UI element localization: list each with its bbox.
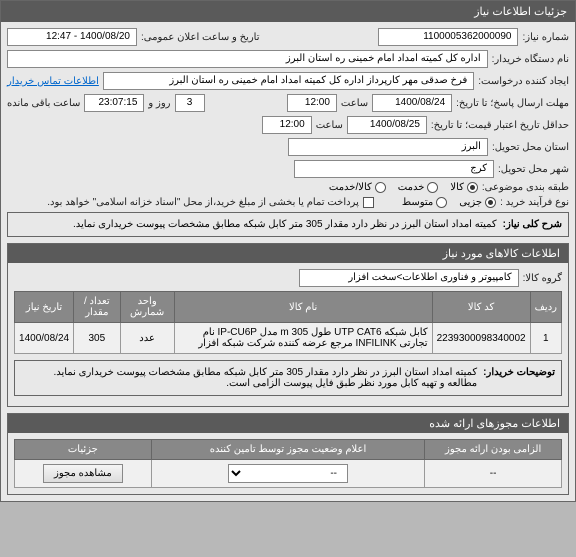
cell-code: 2239300098340002 [432,323,530,354]
radio-kala[interactable]: کالا [450,182,478,193]
items-header: اطلاعات کالاهای مورد نیاز [8,244,568,263]
th-status: اعلام وضعیت مجوز توسط تامین کننده [151,440,425,460]
radio-icon [375,182,386,193]
min-expire-time-field: 12:00 [262,116,312,134]
subject-radio-group: کالا خدمت کالا/خدمت [329,182,478,193]
permits-header: اطلاعات مجوزهای ارائه شده [8,414,568,433]
buyer-label: نام دستگاه خریدار: [492,54,569,65]
view-permit-button[interactable]: مشاهده مجوز [43,464,123,483]
cell-name: کابل شبکه UTP CAT6 طول m 305 مدل IP-CU6P… [174,323,432,354]
radio-service-label: خدمت [398,182,425,193]
remain-label: ساعت باقی مانده [7,98,80,109]
radio-kala-label: کالا [450,182,464,193]
remain-field: 23:07:15 [84,94,144,112]
cell-detail: مشاهده مجوز [15,460,152,488]
radio-icon [427,182,438,193]
subject-group-label: طبقه بندی موضوعی: [482,182,569,193]
need-number-field: 1100005362000090 [378,28,518,46]
min-expire-label: حداقل تاریخ اعتبار قیمت؛ تا تاریخ: [431,120,569,131]
permits-table: الزامی بودن ارائه مجوز اعلام وضعیت مجوز … [14,439,562,488]
permit-row: -- -- مشاهده مجوز [15,460,562,488]
main-panel: جزئیات اطلاعات نیاز شماره نیاز: 11000053… [0,0,576,502]
desc-label: شرح کلی نیاز: [503,219,562,230]
panel-title: جزئیات اطلاعات نیاز [474,6,567,18]
th-detail: جزئیات [15,440,152,460]
th-mandatory: الزامی بودن ارائه مجوز [425,440,562,460]
items-table: ردیف کد کالا نام کالا واحد شمارش تعداد /… [14,291,562,354]
buyer-note-text: کمیته امداد استان البرز در نظر دارد مقدا… [21,367,477,389]
min-expire-time-label: ساعت [316,120,343,131]
panel-content: شماره نیاز: 1100005362000090 تاریخ و ساع… [1,22,575,501]
radio-process1[interactable]: جزیی [459,197,496,208]
days-label: روز و [148,98,170,109]
cell-unit: عدد [120,323,174,354]
radio-both[interactable]: کالا/خدمت [329,182,386,193]
radio-process2-label: متوسط [402,197,433,208]
desc-text: کمیته امداد استان البرز در نظر دارد مقدا… [73,219,497,230]
radio-process1-label: جزیی [459,197,482,208]
radio-process2[interactable]: متوسط [402,197,447,208]
treasury-checkbox[interactable] [363,197,374,208]
cell-status: -- [151,460,425,488]
announce-label: تاریخ و ساعت اعلان عمومی: [141,32,260,43]
table-row: 1 2239300098340002 کابل شبکه UTP CAT6 طو… [15,323,562,354]
th-name: نام کالا [174,292,432,323]
th-date: تاریخ نیاز [15,292,74,323]
th-unit: واحد شمارش [120,292,174,323]
permits-section: اطلاعات مجوزهای ارائه شده الزامی بودن ار… [7,413,569,495]
deadline-time-label: ساعت [341,98,368,109]
th-code: کد کالا [432,292,530,323]
deadline-time-field: 12:00 [287,94,337,112]
deadline-date-field: 1400/08/24 [372,94,452,112]
group-label: گروه کالا: [523,273,562,284]
th-row: ردیف [530,292,561,323]
need-number-label: شماره نیاز: [522,32,569,43]
city-field: کرج [294,160,494,178]
buyer-field: اداره کل کمیته امداد امام خمینی ره استان… [7,50,488,68]
creator-field: فرخ صدقی مهر کارپرداز اداره کل کمیته امد… [103,72,474,90]
days-field: 3 [175,94,205,112]
radio-icon [436,197,447,208]
process-radio-group: جزیی متوسط [402,197,496,208]
process-label: نوع فرآیند خرید : [500,197,569,208]
cell-qty: 305 [74,323,120,354]
radio-service[interactable]: خدمت [398,182,439,193]
radio-icon [485,197,496,208]
creator-label: ایجاد کننده درخواست: [478,76,569,87]
th-qty: تعداد / مقدار [74,292,120,323]
contact-link[interactable]: اطلاعات تماس خریدار [7,76,99,87]
cell-date: 1400/08/24 [15,323,74,354]
announce-field: 1400/08/20 - 12:47 [7,28,137,46]
treasury-note: پرداخت تمام یا بخشی از مبلغ خرید،از محل … [47,197,359,208]
deadline-label: مهلت ارسال پاسخ؛ تا تاریخ: [456,98,569,109]
status-select[interactable]: -- [228,464,348,483]
cell-mandatory: -- [425,460,562,488]
buyer-note-label: توضیحات خریدار: [483,367,555,389]
panel-header: جزئیات اطلاعات نیاز [1,1,575,22]
province-label: استان محل تحویل: [492,142,569,153]
description-box: شرح کلی نیاز: کمیته امداد استان البرز در… [7,212,569,237]
city-label: شهر محل تحویل: [498,164,569,175]
items-section: اطلاعات کالاهای مورد نیاز گروه کالا: کام… [7,243,569,407]
cell-idx: 1 [530,323,561,354]
radio-both-label: کالا/خدمت [329,182,372,193]
province-field: البرز [288,138,488,156]
radio-icon [467,182,478,193]
min-expire-date-field: 1400/08/25 [347,116,427,134]
group-field: کامپیوتر و فناوری اطلاعات>سخت افزار [299,269,519,287]
buyer-note-box: توضیحات خریدار: کمیته امداد استان البرز … [14,360,562,396]
